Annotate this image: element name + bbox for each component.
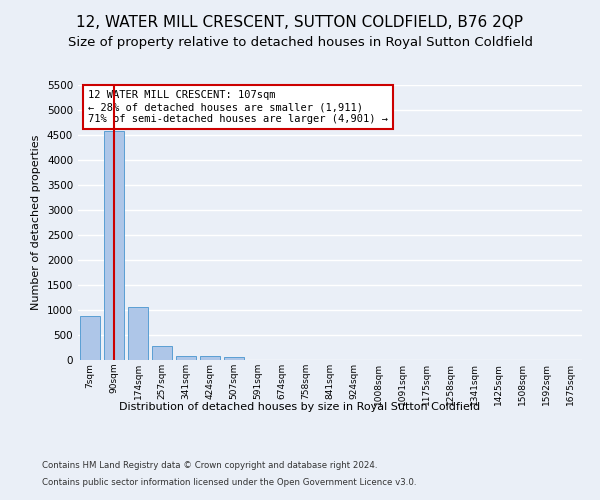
Text: 12 WATER MILL CRESCENT: 107sqm
← 28% of detached houses are smaller (1,911)
71% : 12 WATER MILL CRESCENT: 107sqm ← 28% of … [88,90,388,124]
Bar [104,131,124,360]
Bar [176,356,196,360]
Text: Size of property relative to detached houses in Royal Sutton Coldfield: Size of property relative to detached ho… [67,36,533,49]
Bar [224,357,244,360]
Bar [80,316,100,360]
Bar [128,307,148,360]
Text: Distribution of detached houses by size in Royal Sutton Coldfield: Distribution of detached houses by size … [119,402,481,412]
Text: Contains HM Land Registry data © Crown copyright and database right 2024.: Contains HM Land Registry data © Crown c… [42,460,377,469]
Bar [200,356,220,360]
Text: 12, WATER MILL CRESCENT, SUTTON COLDFIELD, B76 2QP: 12, WATER MILL CRESCENT, SUTTON COLDFIEL… [77,15,523,30]
Y-axis label: Number of detached properties: Number of detached properties [31,135,41,310]
Bar [152,346,172,360]
Text: Contains public sector information licensed under the Open Government Licence v3: Contains public sector information licen… [42,478,416,487]
